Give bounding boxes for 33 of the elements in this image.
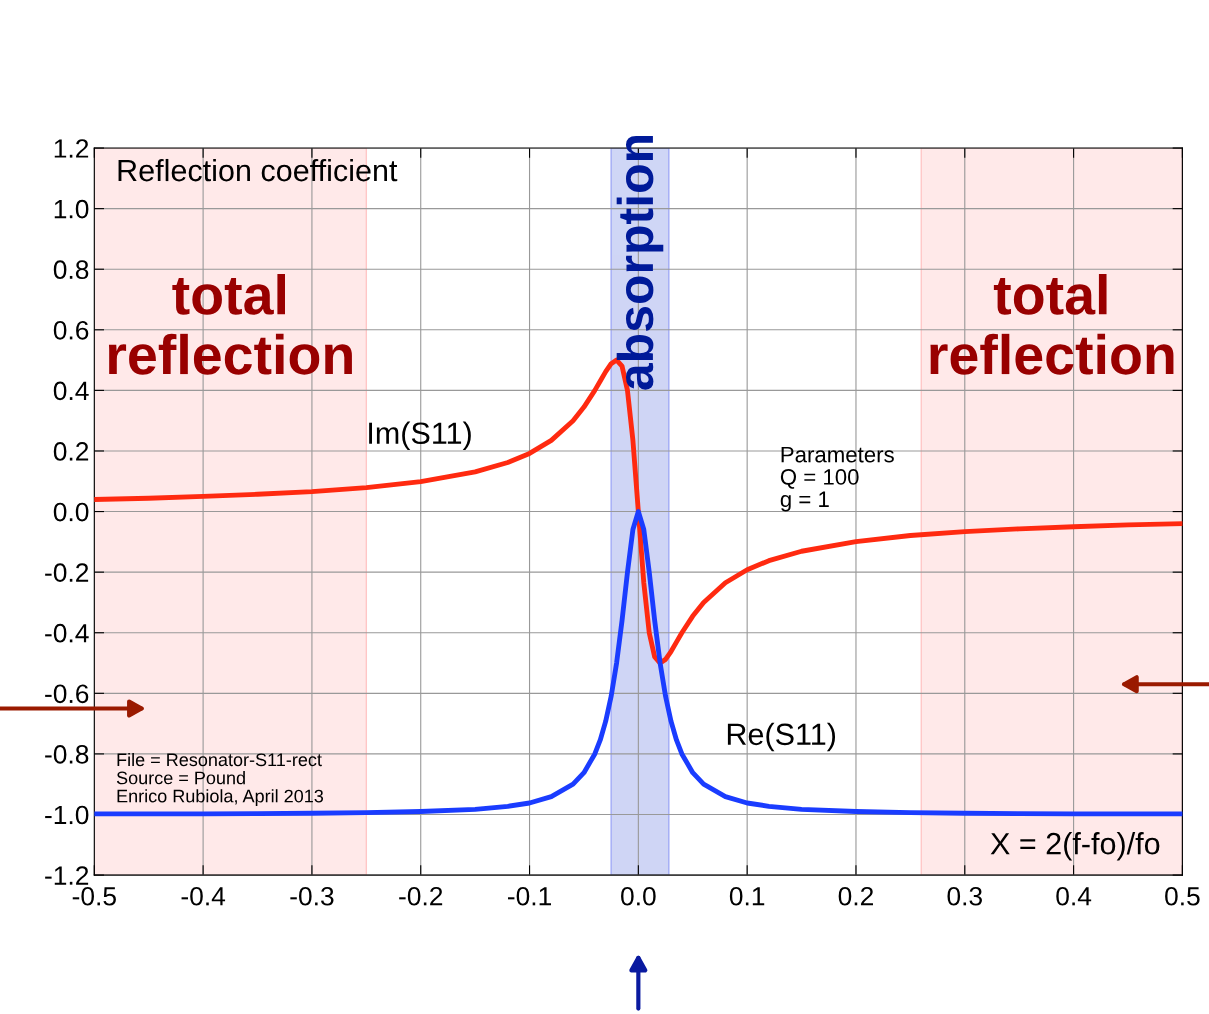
annotation: X = 2(f-fo)/fo [990,832,1160,861]
y-tick-label: 0.4 [53,381,89,401]
chart-title: Reflection coefficient [118,158,398,182]
x-tick-label: -0.5 [72,886,116,906]
x-tick-label: -0.3 [290,886,334,906]
x-tick-label: -0.4 [181,886,226,906]
x-tick-label: 0.3 [947,886,982,906]
band-label: total reflection [930,273,1174,375]
y-tick-label: -1.2 [45,866,89,885]
band-label: absorption [616,135,664,390]
annotation: Im(S11) [369,421,471,451]
y-tick-label: 0.0 [53,502,89,522]
x-tick-label: 0.5 [1165,886,1200,906]
y-tick-label: 0.2 [53,442,89,461]
x-tick-label: -0.2 [399,886,443,906]
y-tick-label: 0.6 [53,320,89,340]
x-tick-label: 0.2 [838,886,873,906]
x-tick-label: -0.1 [507,886,551,906]
annotation: Re(S11) [727,722,836,752]
x-tick-label: 0.1 [729,886,765,906]
y-tick-label: -0.8 [45,745,89,764]
y-tick-label: 0.8 [53,260,89,280]
y-tick-label: -0.4 [45,623,89,643]
band-label: total reflection [108,273,352,375]
y-tick-label: -0.6 [45,684,89,704]
y-tick-label: -1.0 [45,805,89,825]
annotation: File = Resonator-S11-rect Source = Pound Enrico Rubiola, April 2013 [116,752,324,807]
y-tick-label: -0.2 [45,563,89,582]
y-tick-label: 1.0 [54,199,89,219]
x-tick-label: 0.4 [1056,886,1092,906]
annotation: Parameters Q = 100 g = 1 [780,446,894,512]
x-tick-label: 0.0 [621,886,656,906]
y-tick-label: 1.2 [54,139,89,158]
